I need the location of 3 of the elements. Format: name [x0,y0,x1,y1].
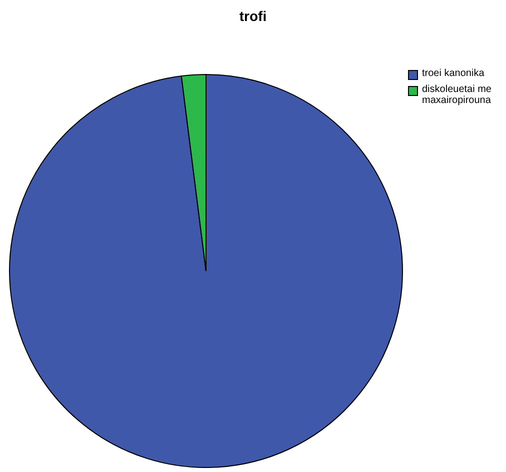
legend-label: diskoleuetai me maxairopirouna [422,84,492,106]
chart-title: trofi [238,8,268,24]
legend-label: troei kanonika [422,68,484,79]
